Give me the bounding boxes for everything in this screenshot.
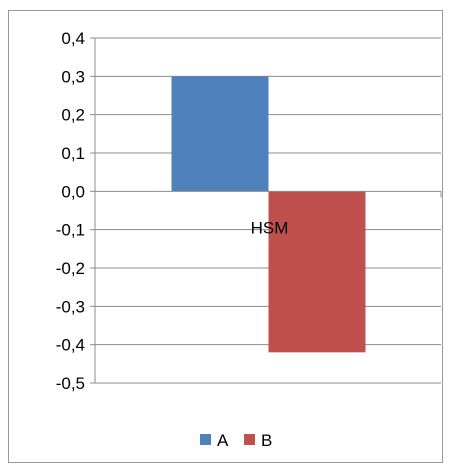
bar-a (171, 76, 269, 192)
y-tick-label: 0,2 (61, 106, 85, 125)
y-tick-label: 0,1 (61, 144, 85, 163)
y-tick-label: 0,3 (61, 67, 85, 86)
y-tick-label: 0,4 (61, 29, 85, 48)
y-tick-label: -0,4 (56, 336, 85, 355)
bars (171, 76, 366, 353)
legend-swatch (200, 434, 211, 445)
legend-item-a: A (200, 431, 229, 450)
legend-swatch (244, 434, 255, 445)
y-tick-label: -0,2 (56, 259, 85, 278)
category-label: HSM (251, 218, 289, 237)
y-tick-label: -0,1 (56, 221, 85, 240)
category-labels: HSM (251, 218, 289, 237)
legend-label: A (217, 431, 229, 450)
y-tick-label: -0,5 (56, 374, 85, 393)
gridlines (95, 37, 441, 384)
legend-label: B (261, 431, 272, 450)
y-tick-label: -0,3 (56, 297, 85, 316)
axes (90, 37, 442, 384)
y-tick-labels: 0,4 0,3 0,2 0,1 0,0 -0,1 -0,2 -0,3 -0,4 -0,5 (56, 29, 85, 393)
y-tick-label: 0,0 (61, 182, 85, 201)
bar-b (268, 191, 366, 353)
legend-item-b: B (244, 431, 272, 450)
